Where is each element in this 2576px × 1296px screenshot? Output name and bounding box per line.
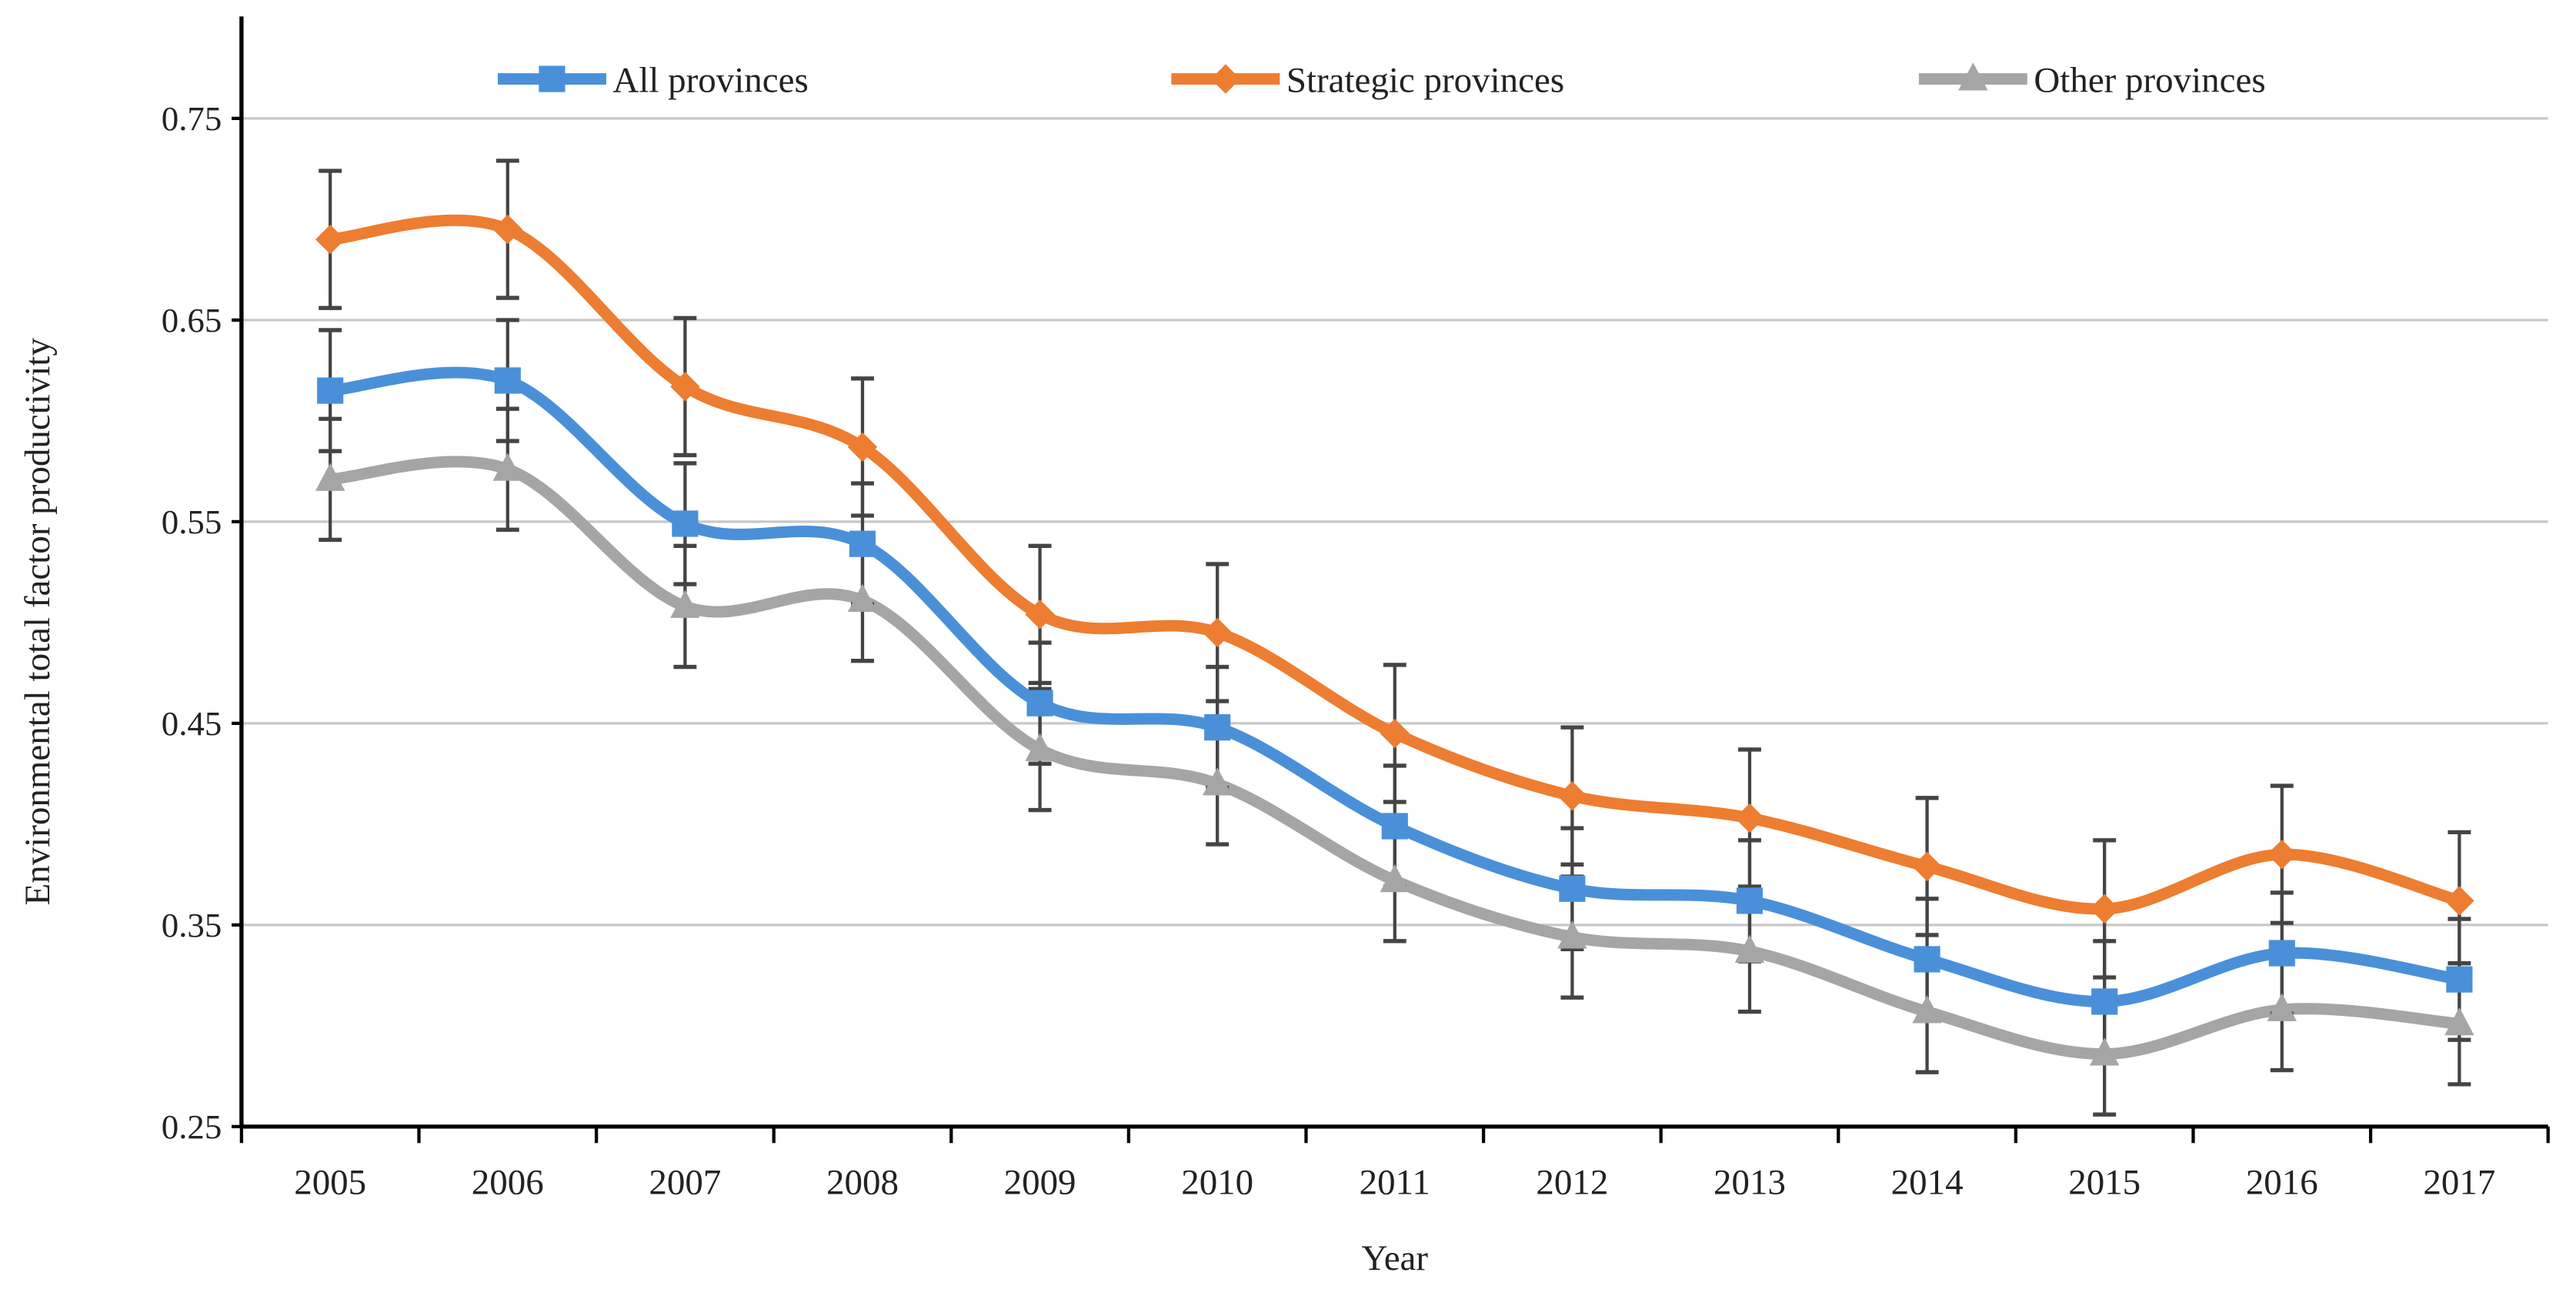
data-point-other-provinces — [1734, 934, 1765, 963]
x-tick-labels: 2005 2006 2007 2008 2009 2010 2011 2012 2013 2014… — [294, 1162, 2495, 1202]
y-tick-label: 0.75 — [162, 99, 222, 138]
data-point-strategic-provinces — [670, 372, 700, 402]
legend-marker-other-provinces — [1958, 62, 1988, 91]
data-point-other-provinces — [670, 590, 700, 618]
data-point-other-provinces — [1202, 767, 1233, 796]
data-point-other-provinces — [1380, 863, 1410, 893]
data-point-all-provinces — [1559, 875, 1586, 902]
legend-label-all-provinces: All provinces — [612, 61, 808, 101]
data-point-strategic-provinces — [1380, 718, 1410, 749]
data-point-other-provinces — [2444, 1007, 2474, 1036]
data-point-all-provinces — [1381, 813, 1408, 840]
x-axis-label: Year — [1362, 1238, 1429, 1278]
data-point-strategic-provinces — [1734, 803, 1765, 833]
data-point-all-provinces — [494, 367, 521, 394]
data-point-other-provinces — [1025, 733, 1055, 761]
data-point-other-provinces — [847, 583, 878, 613]
x-tick-label: 2013 — [1713, 1162, 1786, 1202]
y-tick-label: 0.35 — [162, 906, 222, 944]
x-tick-label: 2012 — [1536, 1162, 1608, 1202]
error-bars — [319, 159, 2471, 1117]
data-point-strategic-provinces — [2267, 839, 2297, 870]
legend-marker-all-provinces — [539, 65, 566, 92]
data-point-strategic-provinces — [1025, 600, 1055, 630]
data-point-strategic-provinces — [2444, 886, 2474, 916]
x-tick-label: 2011 — [1360, 1162, 1430, 1202]
x-tick-label: 2010 — [1181, 1162, 1253, 1202]
data-point-other-provinces — [1912, 995, 1942, 1024]
data-point-all-provinces — [1026, 690, 1053, 716]
data-point-all-provinces — [2091, 988, 2118, 1015]
data-point-all-provinces — [317, 377, 344, 404]
data-point-strategic-provinces — [2089, 894, 2120, 924]
x-tick-label: 2005 — [294, 1162, 366, 1202]
data-point-strategic-provinces — [315, 224, 345, 255]
y-tick-label: 0.25 — [162, 1107, 222, 1146]
legend-marker-strategic-provinces — [1210, 64, 1241, 94]
data-point-other-provinces — [492, 453, 522, 481]
data-point-all-provinces — [1914, 946, 1940, 973]
legend-label-other-provinces: Other provinces — [2034, 61, 2265, 101]
data-point-all-provinces — [1736, 887, 1763, 914]
x-tick-label: 2008 — [826, 1162, 899, 1202]
data-point-all-provinces — [1204, 714, 1231, 741]
y-tick-label: 0.65 — [162, 301, 222, 339]
data-point-other-provinces — [315, 463, 345, 491]
data-point-other-provinces — [2267, 993, 2297, 1021]
y-tick-labels: 0.25 0.35 0.45 0.55 0.65 0.75 — [162, 99, 222, 1146]
x-tick-label: 2015 — [2068, 1162, 2141, 1202]
data-point-all-provinces — [672, 510, 699, 537]
y-tick-label: 0.55 — [162, 503, 222, 541]
legend: All provinces Strategic provinces Other pr… — [497, 61, 2266, 101]
data-point-strategic-provinces — [1912, 851, 1942, 882]
x-tick-label: 2014 — [1891, 1162, 1964, 1202]
x-tick-label: 2006 — [472, 1162, 544, 1202]
data-point-strategic-provinces — [1557, 780, 1587, 811]
data-point-strategic-provinces — [492, 214, 522, 245]
data-point-all-provinces — [2446, 966, 2473, 993]
series-markers — [315, 214, 2474, 1066]
data-point-all-provinces — [2268, 940, 2295, 967]
data-point-other-provinces — [2089, 1037, 2120, 1066]
axes — [232, 16, 2550, 1144]
data-point-strategic-provinces — [1202, 617, 1233, 648]
x-tick-label: 2016 — [2246, 1162, 2318, 1202]
y-tick-label: 0.45 — [162, 704, 222, 743]
data-point-other-provinces — [1557, 920, 1587, 949]
x-tick-label: 2009 — [1004, 1162, 1076, 1202]
data-point-all-provinces — [849, 530, 876, 557]
x-tick-label: 2017 — [2423, 1162, 2495, 1202]
x-tick-label: 2007 — [649, 1162, 721, 1202]
legend-label-strategic-provinces: Strategic provinces — [1286, 61, 1564, 101]
y-axis-label: Environmental total factor productivity — [18, 338, 58, 906]
gridlines — [241, 117, 2548, 927]
